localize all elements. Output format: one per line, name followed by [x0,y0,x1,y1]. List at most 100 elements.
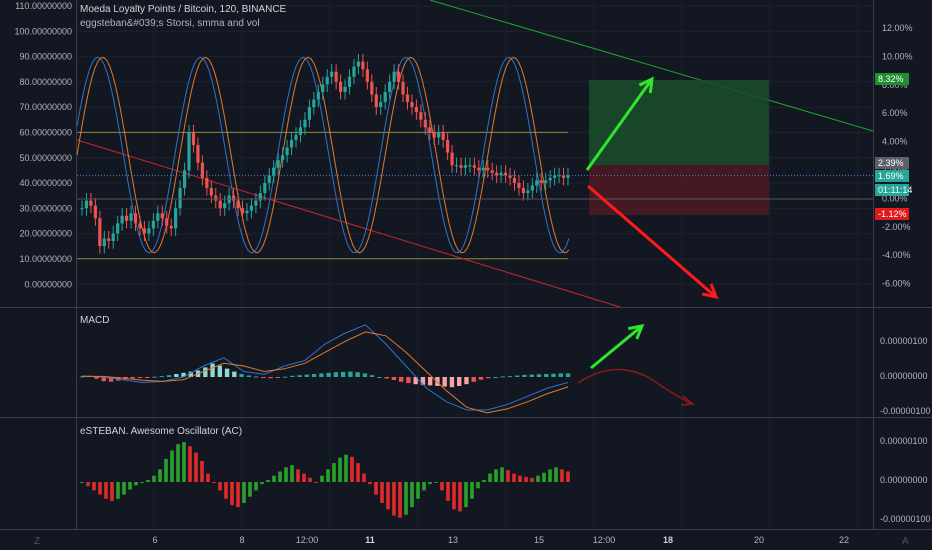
candle-body [165,218,169,226]
ao-bar [494,469,498,482]
macd-bullish-arrow-head [627,324,645,340]
time-axis-tick: 22 [839,535,849,545]
macd-histogram-bar [297,375,302,377]
candle-body [566,175,570,178]
macd-histogram-bar [340,371,346,377]
macd-histogram-bar [471,377,476,382]
macd-histogram-bar [304,374,310,377]
candle-body [361,61,365,70]
left-axis-tick: 30.00000000 [19,203,72,213]
ao-bar [560,469,564,482]
corner-right-label[interactable]: A [902,536,909,547]
macd-histogram-bar [174,374,179,377]
candle-body [209,187,213,196]
macd-bearish-curve-head [680,395,695,406]
macd-histogram-bar [210,363,215,377]
macd-histogram-bar [166,375,172,377]
macd-histogram-bar [101,377,106,382]
candle-body [138,223,142,229]
candle-body [223,203,227,209]
candle-body [450,152,454,166]
macd-histogram-bar [507,376,513,378]
ao-axis-tick: 0.00000100 [880,436,928,446]
ao-bar [452,482,456,510]
ao-bar [512,473,516,482]
macd-histogram-bar [282,376,288,378]
candle-body [303,119,307,128]
ao-bar [206,473,210,482]
candle-body [441,132,445,140]
ao-bar [146,479,150,482]
macd-histogram-bar [398,377,404,382]
ao-bar [200,461,204,482]
ao-bar [530,477,534,482]
candle-body [129,213,133,221]
candle-body [98,218,102,247]
ao-bar [326,469,330,482]
left-axis-tick: 100.00000000 [14,26,72,36]
left-axis-tick: 20.00000000 [19,229,72,239]
macd-histogram-bar [333,372,339,377]
ao-bar [398,482,402,518]
candle-body [187,132,191,171]
macd-histogram-bar [420,377,426,385]
support-trend-line [76,139,621,308]
candle-body [396,71,401,82]
macd-histogram-bar [536,374,542,377]
candle-body [437,132,441,138]
candle-body [218,200,222,209]
ao-bar [374,482,378,495]
candle-body [312,99,316,108]
macd-histogram-bar [442,377,447,387]
candle-body [401,81,405,95]
candle-body [142,228,147,234]
candle-body [156,213,160,221]
ao-bar [92,482,96,491]
candle-body [521,187,526,194]
right-axis-tick: 6.00% [882,108,908,118]
ao-bar [446,482,450,501]
bullish-arrow-head [638,76,654,94]
macd-histogram-bar [478,377,484,380]
candle-body [343,86,347,92]
candle-body [365,69,369,82]
ao-bar [224,482,228,499]
time-axis-tick: 12:00 [296,535,319,545]
ao-bar [248,482,252,497]
ao-bar [440,482,444,491]
ao-bar [536,475,540,482]
candle-body [120,215,124,224]
time-axis-tick: 8 [239,535,244,545]
ao-bar [380,482,384,503]
ao-bar [212,482,216,483]
right-axis-tick: 12.00% [882,23,913,33]
candle-body [499,172,503,176]
candle-body [490,170,494,173]
left-axis-tick: 40.00000000 [19,178,72,188]
ao-bar [272,475,276,482]
ao-bar [176,444,180,482]
candle-body [281,155,285,161]
ao-bar [104,482,108,499]
ao-bar [236,482,240,508]
right-axis-tick: 10.00% [882,51,913,61]
macd-histogram-bar [159,376,164,378]
left-axis-tick: 10.00000000 [19,254,72,264]
time-axis-tick: 6 [152,535,157,545]
corner-left-label[interactable]: Z [34,536,41,547]
macd-histogram-bar [406,377,411,383]
ao-bar [404,482,408,515]
candle-body [258,193,262,201]
ao-bar [464,482,468,508]
candle-body [236,200,240,209]
ao-bar [128,482,132,490]
macd-histogram-bar [486,377,491,379]
right-price-label-bg [875,73,909,85]
ao-bar [194,452,198,482]
right-price-label: 01:11:14 [878,185,912,195]
left-axis-tick: 50.00000000 [19,153,72,163]
macd-histogram-bar [152,376,157,378]
candle-body [263,182,267,194]
ao-bar [296,469,300,482]
macd-axis-tick: -0.00000100 [880,406,931,416]
